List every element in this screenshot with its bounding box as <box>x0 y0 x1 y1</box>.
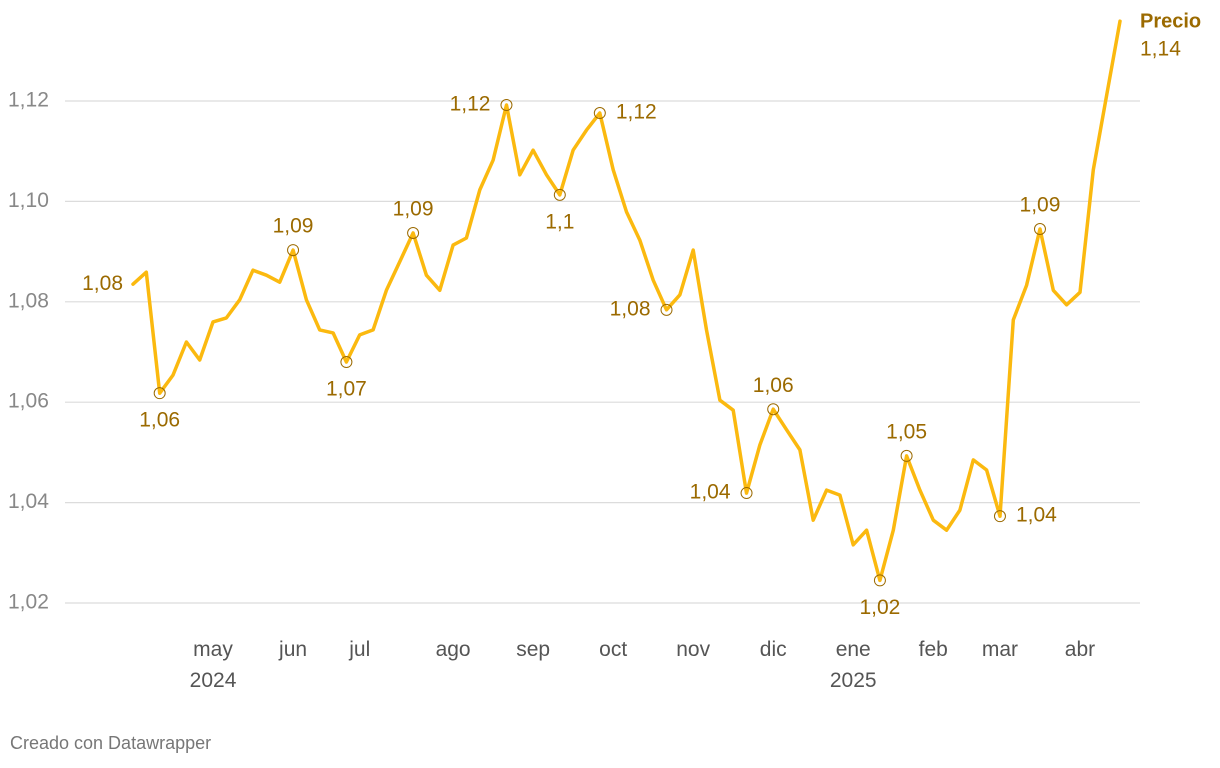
annotation-point <box>740 487 753 500</box>
value-label: 1,06 <box>753 374 794 397</box>
value-label: 1,05 <box>886 420 927 443</box>
annotation-point <box>153 387 166 400</box>
x-tick-label: ene 2025 <box>829 638 877 692</box>
value-label: 1,09 <box>273 215 314 238</box>
y-tick-label: 1,06 <box>8 390 49 413</box>
x-tick-label: jul <box>349 638 371 661</box>
x-tick-label: ago <box>435 638 471 661</box>
y-tick-label: 1,10 <box>8 189 49 212</box>
x-tick-label: feb <box>918 638 948 661</box>
x-tick-label: sep <box>516 638 551 661</box>
value-label: 1,12 <box>450 93 491 116</box>
x-tick-label: jun <box>279 638 308 661</box>
x-tick-label: dic <box>759 638 787 661</box>
annotation-point <box>873 574 886 587</box>
value-label: 1,04 <box>1016 504 1057 527</box>
x-tick-label: may 2024 <box>189 638 237 692</box>
value-label: 1,07 <box>326 378 367 401</box>
series-name: Precio <box>1140 10 1201 32</box>
value-label: 1,08 <box>610 297 651 320</box>
value-label: 1,09 <box>393 198 434 221</box>
annotation-point <box>593 107 606 120</box>
value-label: 1,04 <box>690 481 731 504</box>
footer: Creado con Datawrapper <box>10 733 212 753</box>
annotation-point <box>993 510 1006 523</box>
annotation-point <box>553 188 566 201</box>
annotation-point <box>407 227 420 240</box>
annotation-point <box>767 403 780 416</box>
x-tick-label: oct <box>599 638 628 661</box>
annotation-point <box>1033 223 1046 236</box>
value-label: 1,1 <box>545 210 574 233</box>
end-label: 1,14 <box>1140 38 1181 61</box>
x-tick-label: mar <box>981 638 1019 661</box>
y-tick-label: 1,02 <box>8 591 49 614</box>
annotation-point <box>500 99 513 112</box>
price-line <box>131 19 1122 583</box>
x-tick-label: abr <box>1064 638 1096 661</box>
x-tick-label: nov <box>676 638 711 661</box>
annotation-point <box>287 244 300 257</box>
y-tick-label: 1,08 <box>8 289 49 312</box>
y-tick-label: 1,12 <box>8 89 49 112</box>
value-label: 1,09 <box>1020 194 1061 217</box>
value-label: 1,08 <box>82 272 123 295</box>
annotation-point <box>660 303 673 316</box>
annotation-point <box>340 356 353 369</box>
value-label: 1,02 <box>859 596 900 619</box>
y-tick-label: 1,04 <box>8 490 49 513</box>
annotation-point <box>900 449 913 462</box>
value-label: 1,06 <box>139 409 180 432</box>
value-label: 1,12 <box>616 101 657 124</box>
